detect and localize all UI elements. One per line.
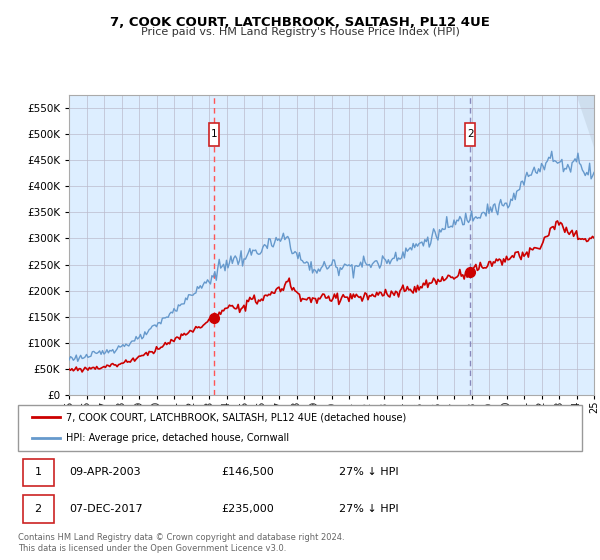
- Text: 07-DEC-2017: 07-DEC-2017: [69, 504, 142, 514]
- Text: 09-APR-2003: 09-APR-2003: [69, 468, 140, 478]
- Text: 7, COOK COURT, LATCHBROOK, SALTASH, PL12 4UE: 7, COOK COURT, LATCHBROOK, SALTASH, PL12…: [110, 16, 490, 29]
- Text: 2: 2: [467, 129, 473, 139]
- Text: Contains HM Land Registry data © Crown copyright and database right 2024.
This d: Contains HM Land Registry data © Crown c…: [18, 533, 344, 553]
- Text: 1: 1: [211, 129, 217, 139]
- Bar: [209, 123, 218, 146]
- Text: £235,000: £235,000: [221, 504, 274, 514]
- Polygon shape: [577, 95, 594, 147]
- Text: 2: 2: [34, 504, 41, 514]
- Text: 27% ↓ HPI: 27% ↓ HPI: [340, 468, 399, 478]
- Bar: [23, 459, 53, 486]
- Bar: [23, 495, 53, 522]
- Text: £146,500: £146,500: [221, 468, 274, 478]
- Text: 27% ↓ HPI: 27% ↓ HPI: [340, 504, 399, 514]
- Bar: [465, 123, 475, 146]
- Text: 7, COOK COURT, LATCHBROOK, SALTASH, PL12 4UE (detached house): 7, COOK COURT, LATCHBROOK, SALTASH, PL12…: [66, 412, 406, 422]
- Text: 1: 1: [35, 468, 41, 478]
- Text: Price paid vs. HM Land Registry's House Price Index (HPI): Price paid vs. HM Land Registry's House …: [140, 27, 460, 37]
- Text: HPI: Average price, detached house, Cornwall: HPI: Average price, detached house, Corn…: [66, 433, 289, 444]
